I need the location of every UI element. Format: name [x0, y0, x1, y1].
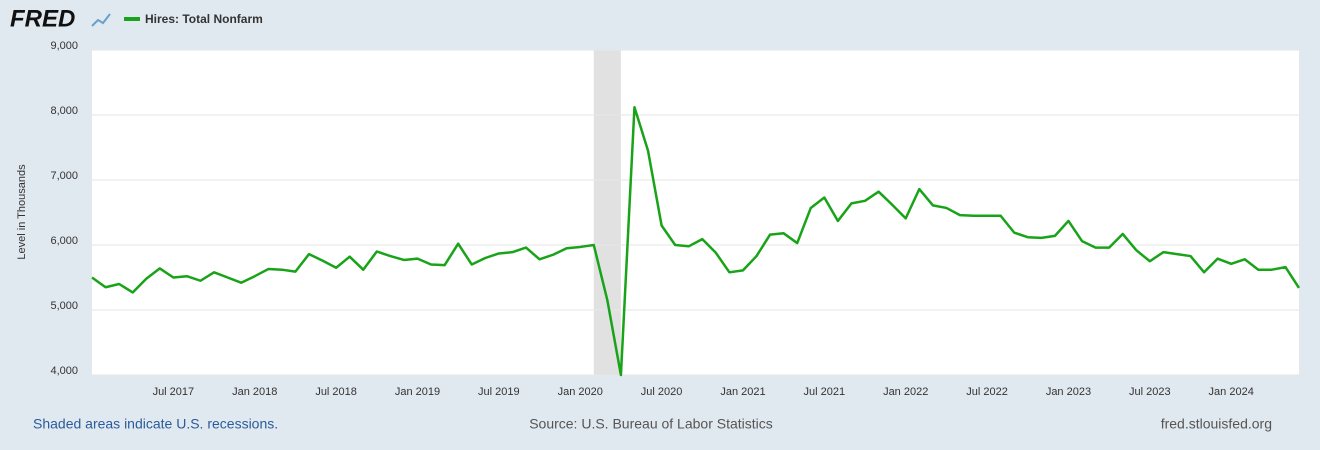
- y-tick-label: 6,000: [50, 235, 78, 247]
- line-series: [91, 105, 1301, 377]
- logo-icon: [91, 13, 111, 27]
- y-tick-label: 5,000: [50, 300, 78, 312]
- x-tick-label: Jan 2021: [720, 386, 765, 398]
- y-tick-label: 9,000: [50, 40, 78, 52]
- x-tick-label: Jul 2019: [478, 386, 520, 398]
- site: fred.stlouisfed.org: [1161, 416, 1272, 432]
- y-tick-label: 8,000: [50, 105, 78, 117]
- x-tick-label: Jan 2023: [1046, 386, 1091, 398]
- x-tick-label: Jul 2021: [804, 386, 846, 398]
- recession-shade: [593, 50, 621, 375]
- logo: FRED: [10, 5, 75, 32]
- plot-area: [92, 50, 1299, 375]
- x-tick-label: Jul 2017: [153, 386, 195, 398]
- x-tick-label: Jul 2020: [641, 386, 683, 398]
- legend-label: Hires: Total Nonfarm: [145, 12, 263, 26]
- y-tick-label: 4,000: [50, 365, 78, 377]
- y-tick-label: 7,000: [50, 170, 78, 182]
- x-tick-label: Jan 2022: [883, 386, 928, 398]
- x-tick-label: Jan 2024: [1209, 386, 1254, 398]
- x-tick-label: Jul 2018: [315, 386, 357, 398]
- source: Source: U.S. Bureau of Labor Statistics: [529, 416, 773, 432]
- x-tick-label: Jan 2020: [558, 386, 603, 398]
- x-tick-label: Jul 2023: [1129, 386, 1171, 398]
- x-tick-label: Jan 2019: [395, 386, 440, 398]
- x-tick-label: Jan 2018: [232, 386, 277, 398]
- y-axis-label: Level in Thousands: [16, 164, 28, 260]
- recession-note: Shaded areas indicate U.S. recessions.: [33, 416, 278, 432]
- x-tick-label: Jul 2022: [966, 386, 1008, 398]
